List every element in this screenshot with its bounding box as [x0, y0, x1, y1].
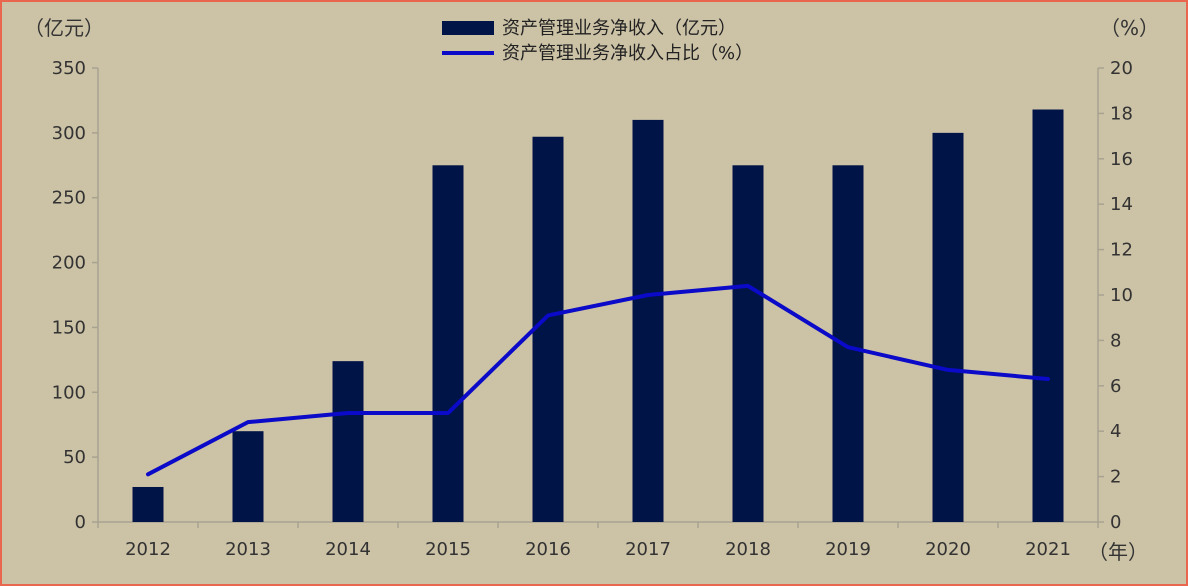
bar — [232, 431, 264, 522]
line-point — [546, 313, 550, 317]
line-path — [146, 283, 1050, 477]
line-point — [846, 345, 850, 349]
x-tick-label: 2016 — [525, 539, 571, 560]
bar — [1032, 109, 1064, 522]
line-point — [446, 411, 450, 415]
bar — [132, 486, 164, 522]
line-point — [146, 472, 150, 476]
x-axis-unit: （年） — [1088, 540, 1148, 564]
right-tick-label: 6 — [1110, 376, 1121, 397]
x-tick-label: 2014 — [325, 539, 371, 560]
left-axis-unit: （亿元） — [24, 16, 104, 40]
line-point — [1046, 377, 1050, 381]
x-tick-label: 2013 — [225, 539, 271, 560]
legend: 资产管理业务净收入（亿元） 资产管理业务净收入占比（%） — [442, 18, 753, 64]
x-tick-label: 2018 — [725, 539, 771, 560]
left-tick-label: 0 — [75, 512, 86, 533]
x-tick-label: 2019 — [825, 539, 871, 560]
right-axis-unit: （%） — [1100, 16, 1159, 40]
right-tick-label: 12 — [1110, 240, 1133, 261]
bar — [732, 165, 764, 523]
right-tick-label: 8 — [1110, 330, 1121, 351]
bar — [432, 165, 464, 523]
line-point — [646, 293, 650, 297]
left-tick-label: 200 — [52, 253, 86, 274]
right-tick-label: 0 — [1110, 512, 1121, 533]
axes — [92, 67, 1104, 528]
x-tick-label: 2020 — [925, 539, 971, 560]
line-point — [246, 420, 250, 424]
left-tick-label: 150 — [52, 317, 86, 338]
line-point — [346, 411, 350, 415]
legend-bar-swatch — [442, 21, 494, 35]
x-tick-label: 2012 — [125, 539, 171, 560]
legend-bar-label: 资产管理业务净收入（亿元） — [502, 18, 736, 39]
left-tick-label: 250 — [52, 188, 86, 209]
bar — [532, 136, 564, 522]
tick-labels: 0501001502002503003500246810121416182020… — [52, 58, 1133, 560]
right-tick-label: 20 — [1110, 58, 1133, 79]
line-point — [946, 368, 950, 372]
legend-line-label: 资产管理业务净收入占比（%） — [502, 43, 753, 64]
bar — [932, 132, 964, 522]
bar — [832, 165, 864, 523]
bar — [632, 119, 664, 522]
x-tick-label: 2017 — [625, 539, 671, 560]
line-point — [746, 284, 750, 288]
x-tick-label: 2021 — [1025, 539, 1071, 560]
line-series — [146, 283, 1050, 477]
left-tick-label: 100 — [52, 382, 86, 403]
right-tick-label: 18 — [1110, 103, 1133, 124]
x-tick-label: 2015 — [425, 539, 471, 560]
left-tick-label: 300 — [52, 123, 86, 144]
bar — [332, 361, 364, 522]
right-tick-label: 2 — [1110, 467, 1121, 488]
left-tick-label: 50 — [63, 447, 86, 468]
right-tick-label: 14 — [1110, 194, 1133, 215]
right-tick-label: 10 — [1110, 285, 1133, 306]
bar-series — [132, 109, 1064, 523]
right-tick-label: 16 — [1110, 149, 1133, 170]
left-tick-label: 350 — [52, 58, 86, 79]
right-tick-label: 4 — [1110, 421, 1121, 442]
